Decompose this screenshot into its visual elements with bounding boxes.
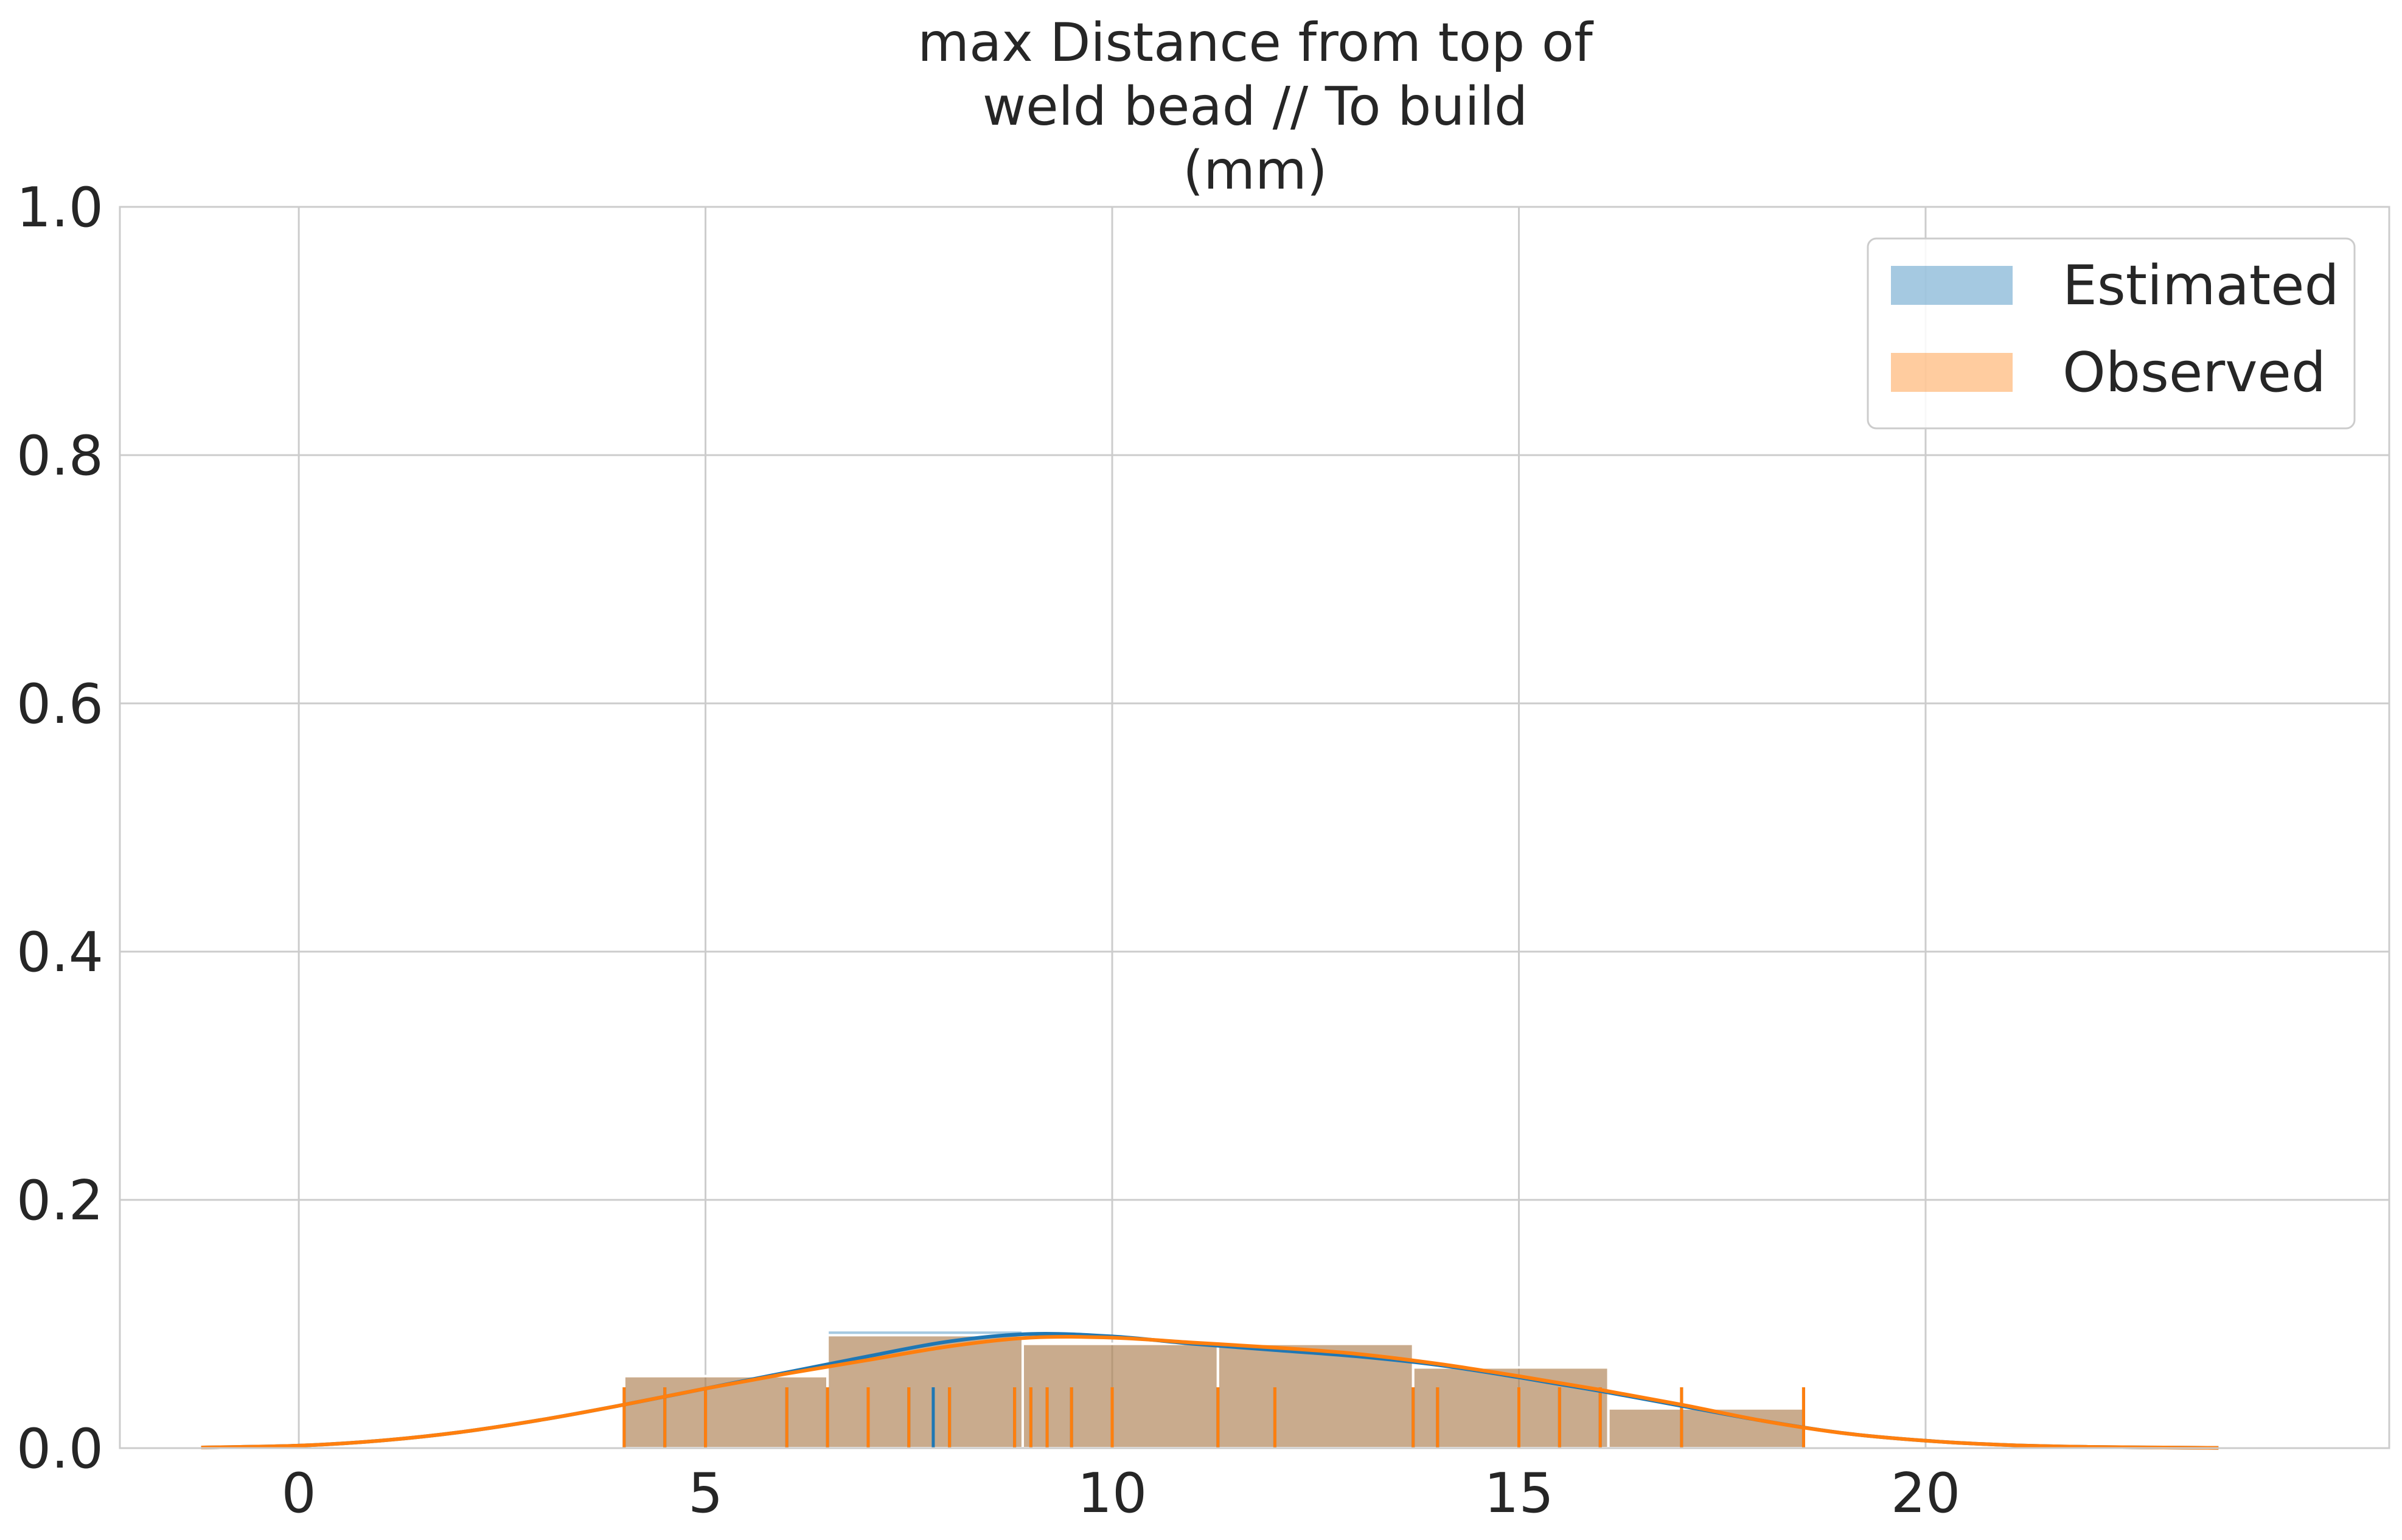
- x-axis-ticks: 0 5 10 15 20: [281, 1462, 1960, 1525]
- bar-observed: [622, 1375, 829, 1449]
- chart-title-line-3: (mm): [1183, 139, 1327, 201]
- x-tick-label: 10: [1077, 1462, 1147, 1525]
- x-tick-label: 0: [281, 1462, 316, 1525]
- rug-marks: [622, 1387, 1805, 1448]
- chart-title-line-1: max Distance from top of: [917, 12, 1594, 74]
- legend: Estimated Observed: [1867, 237, 2356, 430]
- bar-observed: [826, 1334, 1024, 1450]
- x-tick-label: 5: [688, 1462, 723, 1525]
- plot-frame: [119, 206, 2390, 1449]
- chart-title: max Distance from top of weld bead // To…: [917, 12, 1594, 201]
- x-tick-label: 20: [1891, 1462, 1961, 1525]
- y-tick-label: 1.0: [16, 176, 103, 240]
- legend-box: [1867, 237, 2356, 430]
- bar-observed: [1412, 1366, 1610, 1449]
- plot-border: [119, 206, 2390, 1449]
- bar-observed: [1607, 1407, 1805, 1449]
- legend-swatch-observed: [1891, 353, 2013, 392]
- y-axis-ticks: 0.0 0.2 0.4 0.6 0.8 1.0: [16, 176, 103, 1481]
- y-tick-label: 0.2: [16, 1169, 103, 1233]
- y-tick-label: 0.8: [16, 424, 103, 488]
- histogram-bars: [622, 1329, 1805, 1450]
- y-tick-label: 0.4: [16, 921, 103, 984]
- legend-label-observed: Observed: [2063, 341, 2326, 405]
- bar-observed: [1021, 1342, 1219, 1449]
- kde-curves: [201, 1331, 2219, 1450]
- y-tick-label: 0.0: [16, 1417, 103, 1481]
- x-tick-label: 15: [1484, 1462, 1554, 1525]
- kde-curve-observed: [201, 1335, 2219, 1450]
- legend-label-estimated: Estimated: [2063, 254, 2339, 318]
- y-tick-label: 0.6: [16, 672, 103, 736]
- legend-swatch-estimated: [1891, 266, 2013, 305]
- bar-estimated: [1021, 1342, 1219, 1449]
- chart-title-line-2: weld bead // To build: [983, 75, 1528, 138]
